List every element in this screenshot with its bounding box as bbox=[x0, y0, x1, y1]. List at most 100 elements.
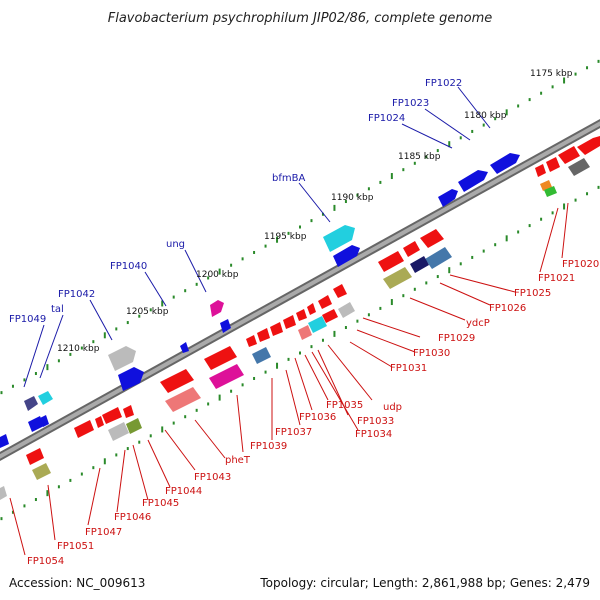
gene-arrow[interactable] bbox=[210, 300, 224, 317]
gene-label[interactable]: udp bbox=[383, 402, 402, 413]
gene-arrow[interactable] bbox=[458, 170, 488, 192]
map-title: Flavobacterium psychrophilum JIP02/86, c… bbox=[108, 11, 493, 26]
gene-arrow[interactable] bbox=[420, 229, 444, 248]
gene-arrow[interactable] bbox=[322, 309, 338, 323]
accession-text: Accession: NC_009613 bbox=[9, 576, 145, 590]
gene-arrow[interactable] bbox=[165, 387, 201, 412]
gene-label[interactable]: FP1040 bbox=[110, 261, 147, 272]
gene-arrow[interactable] bbox=[40, 415, 49, 427]
gene-arrow[interactable] bbox=[32, 463, 51, 480]
gene-arrow[interactable] bbox=[546, 157, 560, 172]
gene-arrow[interactable] bbox=[425, 247, 452, 269]
gene-label[interactable]: FP1024 bbox=[368, 113, 405, 124]
gene-label[interactable]: FP1043 bbox=[194, 472, 231, 483]
forward-gene-labels: FP1022 FP1023 FP1024 bfmBA ung FP1040 FP… bbox=[9, 78, 462, 325]
gene-arrow[interactable] bbox=[220, 319, 231, 333]
gene-label[interactable]: ung bbox=[166, 239, 185, 250]
gene-arrow[interactable] bbox=[0, 486, 7, 500]
gene-arrow[interactable] bbox=[308, 316, 327, 333]
gene-label[interactable]: FP1033 bbox=[357, 416, 394, 427]
gene-label[interactable]: FP1020 bbox=[562, 259, 599, 270]
gene-arrow[interactable] bbox=[204, 346, 237, 370]
gene-label[interactable]: FP1047 bbox=[85, 527, 122, 538]
gene-label[interactable]: FP1046 bbox=[114, 512, 151, 523]
gene-label[interactable]: FP1049 bbox=[9, 314, 46, 325]
gene-arrow[interactable] bbox=[118, 367, 144, 391]
gene-label[interactable]: FP1039 bbox=[250, 441, 287, 452]
gene-arrow[interactable] bbox=[383, 267, 412, 289]
gene-arrow[interactable] bbox=[318, 295, 332, 309]
gene-arrow[interactable] bbox=[102, 407, 122, 424]
gene-label[interactable]: FP1054 bbox=[27, 556, 64, 567]
gene-arrow[interactable] bbox=[558, 146, 580, 164]
gene-arrow[interactable] bbox=[24, 396, 38, 411]
gene-label[interactable]: FP1021 bbox=[538, 273, 575, 284]
gene-arrow[interactable] bbox=[568, 158, 590, 176]
gene-arrow[interactable] bbox=[180, 342, 189, 353]
gene-arrow[interactable] bbox=[307, 303, 316, 315]
gene-arrow[interactable] bbox=[490, 153, 520, 174]
gene-arrow[interactable] bbox=[403, 241, 420, 257]
forward-gene-arrows bbox=[0, 153, 520, 448]
genome-backbone bbox=[0, 118, 600, 462]
tick-label: 1175 kbp bbox=[530, 69, 573, 79]
gene-arrow[interactable] bbox=[123, 405, 134, 418]
gene-arrow[interactable] bbox=[323, 225, 355, 252]
gene-label[interactable]: FP1023 bbox=[392, 98, 429, 109]
gene-arrow[interactable] bbox=[252, 347, 271, 364]
gene-arrow[interactable] bbox=[270, 322, 283, 336]
tick-label: 1190 kbp bbox=[331, 193, 374, 203]
gene-label[interactable]: FP1034 bbox=[355, 429, 392, 440]
gene-label[interactable]: tal bbox=[51, 304, 64, 315]
gene-arrow[interactable] bbox=[0, 434, 9, 448]
gene-label[interactable]: FP1031 bbox=[390, 363, 427, 374]
gene-arrow[interactable] bbox=[296, 309, 307, 321]
gene-arrow[interactable] bbox=[108, 346, 136, 371]
gene-label[interactable]: ydcP bbox=[466, 318, 490, 329]
gene-label[interactable]: FP1022 bbox=[425, 78, 462, 89]
gene-label[interactable]: FP1025 bbox=[514, 288, 551, 299]
gene-arrow[interactable] bbox=[338, 302, 355, 318]
gene-label[interactable]: FP1029 bbox=[438, 333, 475, 344]
gene-label[interactable]: FP1026 bbox=[489, 303, 526, 314]
gene-arrow[interactable] bbox=[283, 315, 296, 329]
gene-label[interactable]: FP1037 bbox=[275, 427, 312, 438]
gene-label[interactable]: FP1051 bbox=[57, 541, 94, 552]
gene-arrow[interactable] bbox=[108, 422, 129, 441]
gene-arrow[interactable] bbox=[126, 418, 142, 434]
gene-arrow[interactable] bbox=[438, 189, 458, 207]
tick-label: 1210 kbp bbox=[57, 344, 100, 354]
gene-arrow[interactable] bbox=[38, 391, 53, 405]
gene-arrow[interactable] bbox=[95, 416, 104, 428]
gene-arrow[interactable] bbox=[333, 284, 347, 298]
gene-label[interactable]: bfmBA bbox=[272, 173, 305, 184]
tick-label: 1195 kbp bbox=[264, 232, 307, 242]
tick-label: 1180 kbp bbox=[464, 111, 507, 121]
gene-label[interactable]: FP1044 bbox=[165, 486, 202, 497]
gene-arrow[interactable] bbox=[577, 136, 600, 155]
gene-arrow[interactable] bbox=[257, 328, 270, 342]
gene-arrow[interactable] bbox=[298, 325, 312, 340]
genome-summary-text: Topology: circular; Length: 2,861,988 bp… bbox=[259, 576, 590, 590]
gene-arrow[interactable] bbox=[160, 369, 194, 393]
gene-label[interactable]: FP1030 bbox=[413, 348, 450, 359]
gene-arrow[interactable] bbox=[544, 186, 557, 197]
gene-arrow[interactable] bbox=[28, 416, 44, 432]
gene-label[interactable]: FP1045 bbox=[142, 498, 179, 509]
dotted-guides bbox=[0, 59, 600, 521]
gene-label[interactable]: FP1042 bbox=[58, 289, 95, 300]
gene-arrow[interactable] bbox=[378, 251, 404, 272]
label-leader-lines bbox=[9, 86, 569, 556]
gene-arrow[interactable] bbox=[333, 245, 360, 267]
gene-arrow[interactable] bbox=[535, 164, 546, 177]
gene-arrow[interactable] bbox=[246, 335, 257, 347]
gene-arrow[interactable] bbox=[410, 256, 429, 273]
gene-label[interactable]: FP1035 bbox=[326, 400, 363, 411]
gene-label[interactable]: pheT bbox=[225, 455, 251, 466]
gene-arrow[interactable] bbox=[209, 364, 244, 389]
reverse-gene-arrows bbox=[0, 136, 600, 500]
gene-arrow[interactable] bbox=[74, 420, 94, 438]
gene-label[interactable]: FP1036 bbox=[299, 412, 336, 423]
gene-arrow[interactable] bbox=[26, 448, 44, 465]
